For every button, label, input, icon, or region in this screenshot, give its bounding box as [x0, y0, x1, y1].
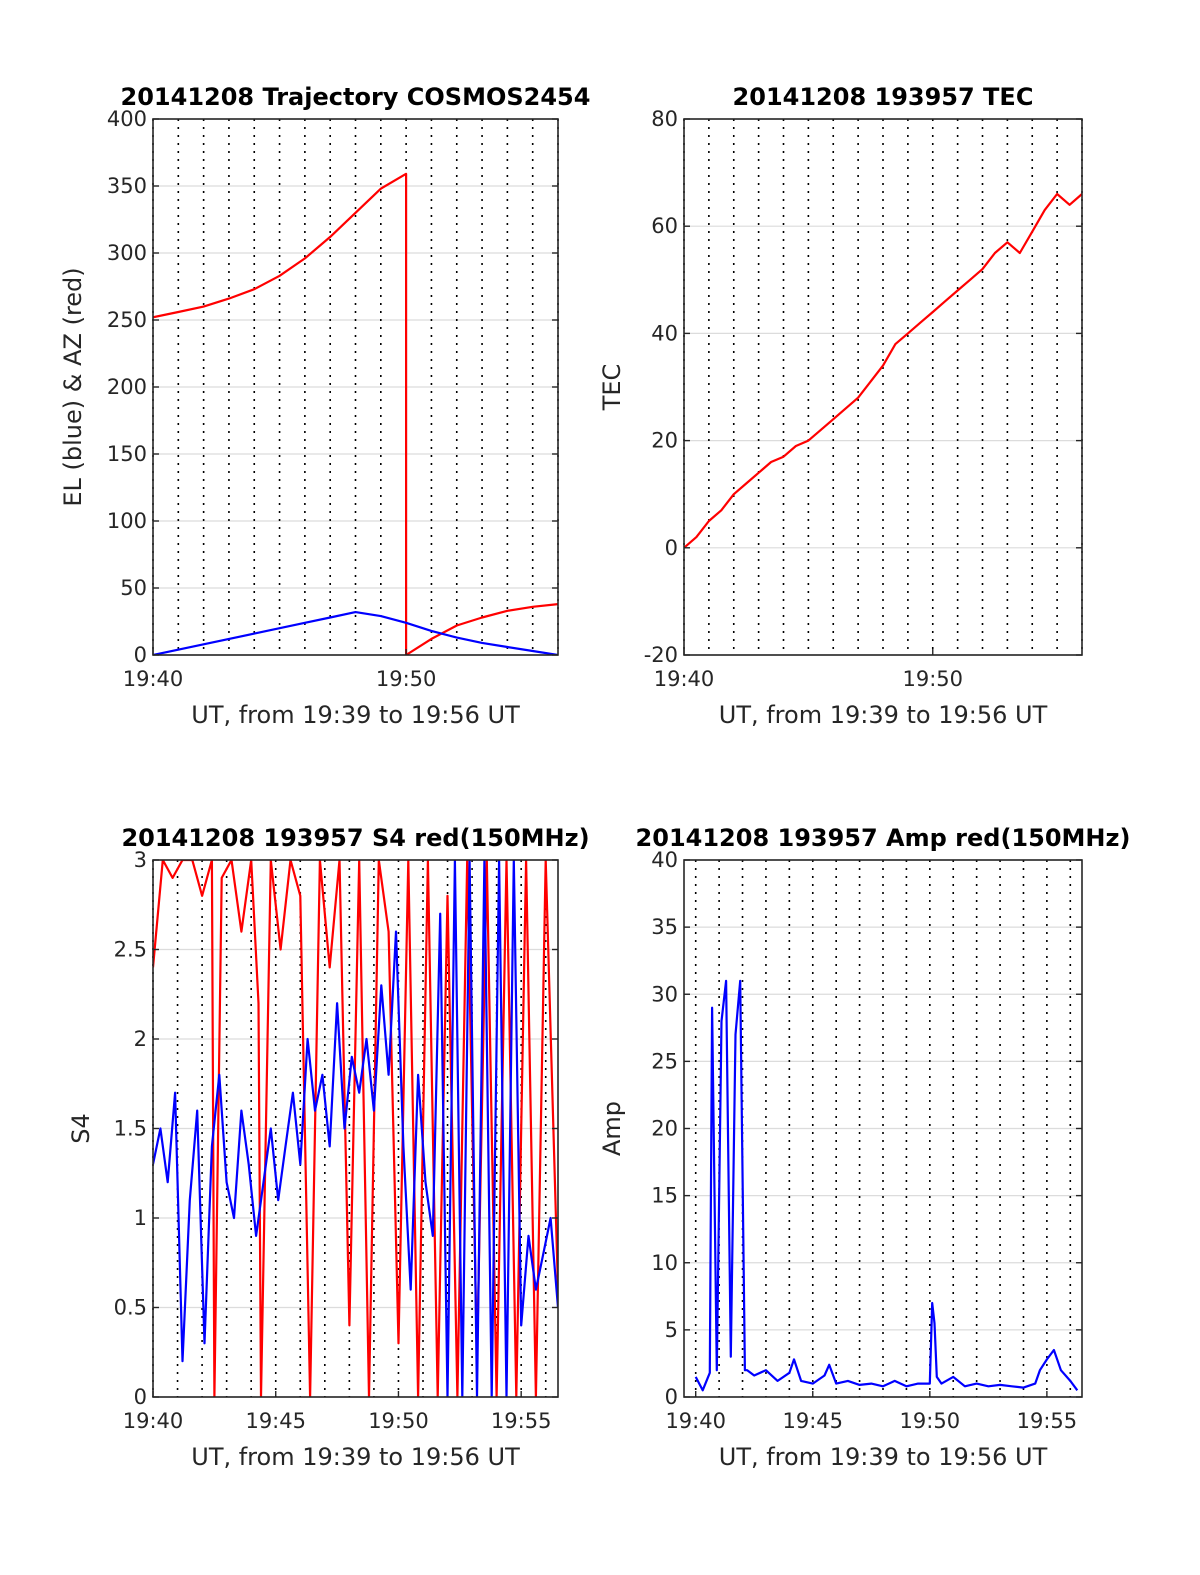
series-line-1	[153, 172, 558, 655]
tec-chart: -20 0 20 40 60 80 19:40 19:50 20141208 193957 TE…	[598, 83, 1083, 729]
y-tick-label: 200	[107, 375, 147, 399]
y-tick-label: 10	[651, 1251, 678, 1275]
y-tick-label: 3	[134, 848, 147, 872]
y-tick-label: 20	[651, 1117, 678, 1141]
x-tick-label: 19:45	[245, 1409, 306, 1433]
y-tick-label: 5	[665, 1318, 678, 1342]
y-tick-label: 60	[651, 214, 678, 238]
y-tick-label: 80	[651, 107, 678, 131]
series-line-2	[153, 610, 558, 655]
y-tick-label: 2	[134, 1027, 147, 1051]
x-tick-label: 19:50	[902, 667, 963, 691]
y-tick-label: 25	[651, 1049, 678, 1073]
y-tick-label: 250	[107, 308, 147, 332]
series-line-2	[153, 860, 558, 1397]
y-tick-label: 2.5	[114, 938, 147, 962]
x-tick-label: 19:40	[665, 1409, 726, 1433]
x-tick-label: 19:50	[368, 1409, 429, 1433]
x-axis-label: UT, from 19:39 to 19:56 UT	[191, 701, 520, 729]
y-axis-label: Amp	[598, 1101, 626, 1156]
y-tick-label: 40	[651, 321, 678, 345]
x-tick-label: 19:50	[376, 667, 437, 691]
y-tick-label: 15	[651, 1184, 678, 1208]
y-tick-label: 35	[651, 915, 678, 939]
y-tick-label: 0	[134, 643, 147, 667]
y-axis-label: S4	[67, 1113, 95, 1144]
y-tick-label: 0	[134, 1385, 147, 1409]
y-axis-label: TEC	[598, 364, 626, 412]
y-tick-label: 30	[651, 982, 678, 1006]
y-tick-label: 400	[107, 107, 147, 131]
y-tick-label: 0	[665, 536, 678, 560]
x-tick-label: 19:40	[123, 1409, 184, 1433]
chart-title: 20141208 193957 Amp red(150MHz)	[636, 824, 1131, 852]
chart-title: 20141208 193957 S4 red(150MHz)	[121, 824, 589, 852]
x-tick-label: 19:55	[1017, 1409, 1078, 1433]
chart-title: 20141208 193957 TEC	[733, 83, 1034, 111]
y-tick-label: 1	[134, 1206, 147, 1230]
x-tick-label: 19:50	[900, 1409, 961, 1433]
axes-box	[683, 118, 1083, 656]
y-tick-label: 100	[107, 509, 147, 533]
y-tick-label: -20	[644, 643, 678, 667]
series-group	[694, 979, 1079, 1392]
x-tick-label: 19:45	[782, 1409, 843, 1433]
x-tick-label: 19:40	[654, 667, 715, 691]
trajectory-chart: 0 50 100 150 200 250 300 350 400 19:40 19:50 201412…	[59, 83, 590, 729]
series-group	[684, 192, 1082, 549]
y-axis-label: EL (blue) & AZ (red)	[59, 267, 87, 506]
x-axis-label: UT, from 19:39 to 19:56 UT	[719, 1443, 1048, 1471]
y-tick-label: 40	[651, 848, 678, 872]
x-tick-label: 19:40	[123, 667, 184, 691]
y-tick-label: 1.5	[114, 1117, 147, 1141]
y-tick-label: 350	[107, 174, 147, 198]
series-group	[153, 860, 558, 1397]
y-tick-label: 0.5	[114, 1296, 147, 1320]
y-tick-label: 0	[665, 1385, 678, 1409]
series-line-1	[694, 979, 1079, 1392]
x-axis-label: UT, from 19:39 to 19:56 UT	[191, 1443, 520, 1471]
y-tick-label: 300	[107, 241, 147, 265]
x-axis-label: UT, from 19:39 to 19:56 UT	[719, 701, 1048, 729]
s4-chart: 0 0.5 1 1.5 2 2.5 3 19:40 19:45 19:50 19:55 2014120…	[67, 824, 590, 1471]
chart-title: 20141208 Trajectory COSMOS2454	[121, 83, 591, 111]
y-tick-label: 20	[651, 429, 678, 453]
series-group	[153, 172, 558, 655]
amp-chart: 0 5 10 15 20 25 30 35 40 19:40 19:45 19:50 19:55 2014…	[598, 824, 1130, 1471]
y-tick-label: 50	[120, 576, 147, 600]
y-tick-label: 150	[107, 442, 147, 466]
x-tick-label: 19:55	[491, 1409, 552, 1433]
series-line-1	[684, 192, 1082, 549]
